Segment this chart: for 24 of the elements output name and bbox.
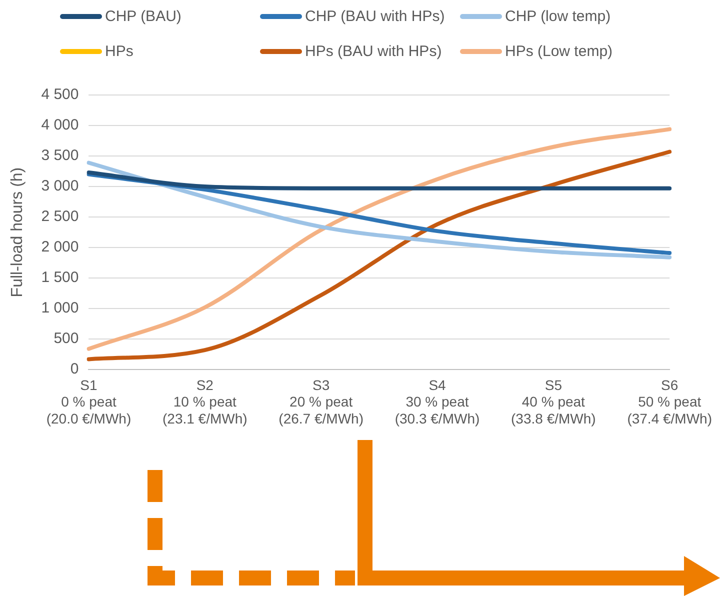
- legend-label: CHP (BAU): [105, 8, 182, 25]
- legend-label: CHP (BAU with HPs): [305, 8, 445, 25]
- y-tick-label: 0: [70, 360, 79, 378]
- y-tick-label: 500: [54, 330, 79, 348]
- legend-label: HPs (BAU with HPs): [305, 43, 442, 60]
- y-tick-label: 2 500: [41, 208, 79, 226]
- y-tick-label: 2 000: [41, 238, 79, 256]
- y-tick-label: 4 000: [41, 116, 79, 134]
- x-tick-label: S1 0 % peat (20.0 €/MWh): [46, 376, 132, 426]
- legend-label: HPs (Low temp): [505, 43, 613, 60]
- x-tick-label: S3 20 % peat (26.7 €/MWh): [278, 376, 364, 426]
- x-tick-label: S4 30 % peat (30.3 €/MWh): [394, 376, 480, 426]
- x-tick-label: S5 40 % peat (33.8 €/MWh): [511, 376, 596, 426]
- legend-label: CHP (low temp): [505, 8, 611, 25]
- line-series: [86, 160, 672, 260]
- y-tick-label: 1 000: [41, 300, 79, 317]
- y-tick-label: 1 500: [41, 269, 79, 286]
- y-axis-title: Full-load hours (h): [9, 167, 26, 298]
- legend-label: HPs: [105, 43, 134, 60]
- y-tick-label: 3 500: [41, 147, 79, 164]
- x-tick-label: S2 10 % peat (23.1 €/MWh): [162, 376, 248, 426]
- y-tick-label: 3 000: [41, 178, 79, 195]
- x-tick-label: S6 50 % peat (37.4 €/MWh): [627, 376, 712, 426]
- y-tick-label: 4 500: [41, 86, 79, 104]
